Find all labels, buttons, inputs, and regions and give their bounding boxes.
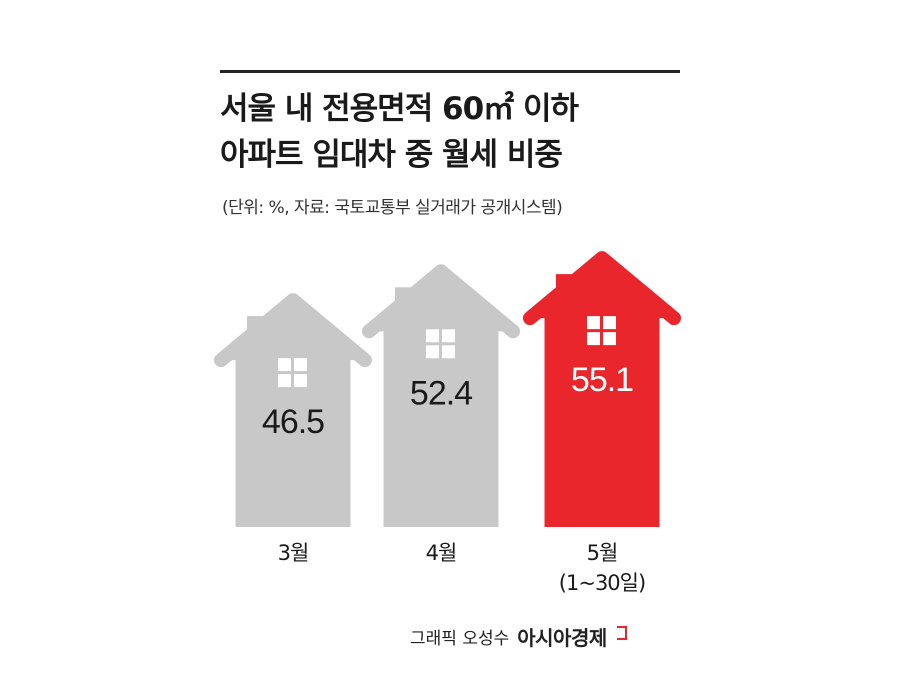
house-bar-3: 55.1 xyxy=(523,251,681,527)
window-icon xyxy=(587,316,616,346)
credit-line: 그래픽 오성수 아시아경제 xyxy=(410,622,627,651)
house-bar-2: 52.4 xyxy=(362,264,520,527)
window-icon xyxy=(278,358,307,388)
category-label: 3월 xyxy=(278,541,309,565)
bar-body xyxy=(383,325,499,527)
house-gable xyxy=(540,258,664,319)
credit-text: 그래픽 오성수 xyxy=(410,629,510,649)
house-gable xyxy=(231,300,355,361)
brand-mark-icon xyxy=(616,625,627,640)
bar-body xyxy=(544,312,660,527)
value-label: 55.1 xyxy=(571,361,633,399)
value-label: 52.4 xyxy=(410,374,472,412)
category-label: 5월 xyxy=(587,541,618,565)
house-bar-1: 46.5 xyxy=(214,293,372,527)
brand-logo-text: 아시아경제 xyxy=(517,626,607,650)
house-gable xyxy=(379,271,503,332)
category-label: 4월 xyxy=(426,541,457,565)
title-line-2: 아파트 임대차 중 월세 비중 xyxy=(220,137,563,173)
top-rule xyxy=(220,70,680,73)
chart-subtitle: (단위: %, 자료: 국토교통부 실거래가 공개시스템) xyxy=(222,198,563,218)
house-roof xyxy=(362,264,520,339)
house-roof xyxy=(214,293,372,368)
category-sublabel: (1~30일) xyxy=(559,571,645,595)
title-line-1: 서울 내 전용면적 60㎡ 이하 xyxy=(220,91,579,127)
house-roof xyxy=(523,251,681,326)
value-label: 46.5 xyxy=(262,403,324,441)
bar-body xyxy=(235,354,351,527)
window-icon xyxy=(426,329,455,359)
chart-title: 서울 내 전용면적 60㎡ 이하 아파트 임대차 중 월세 비중 xyxy=(220,86,579,178)
